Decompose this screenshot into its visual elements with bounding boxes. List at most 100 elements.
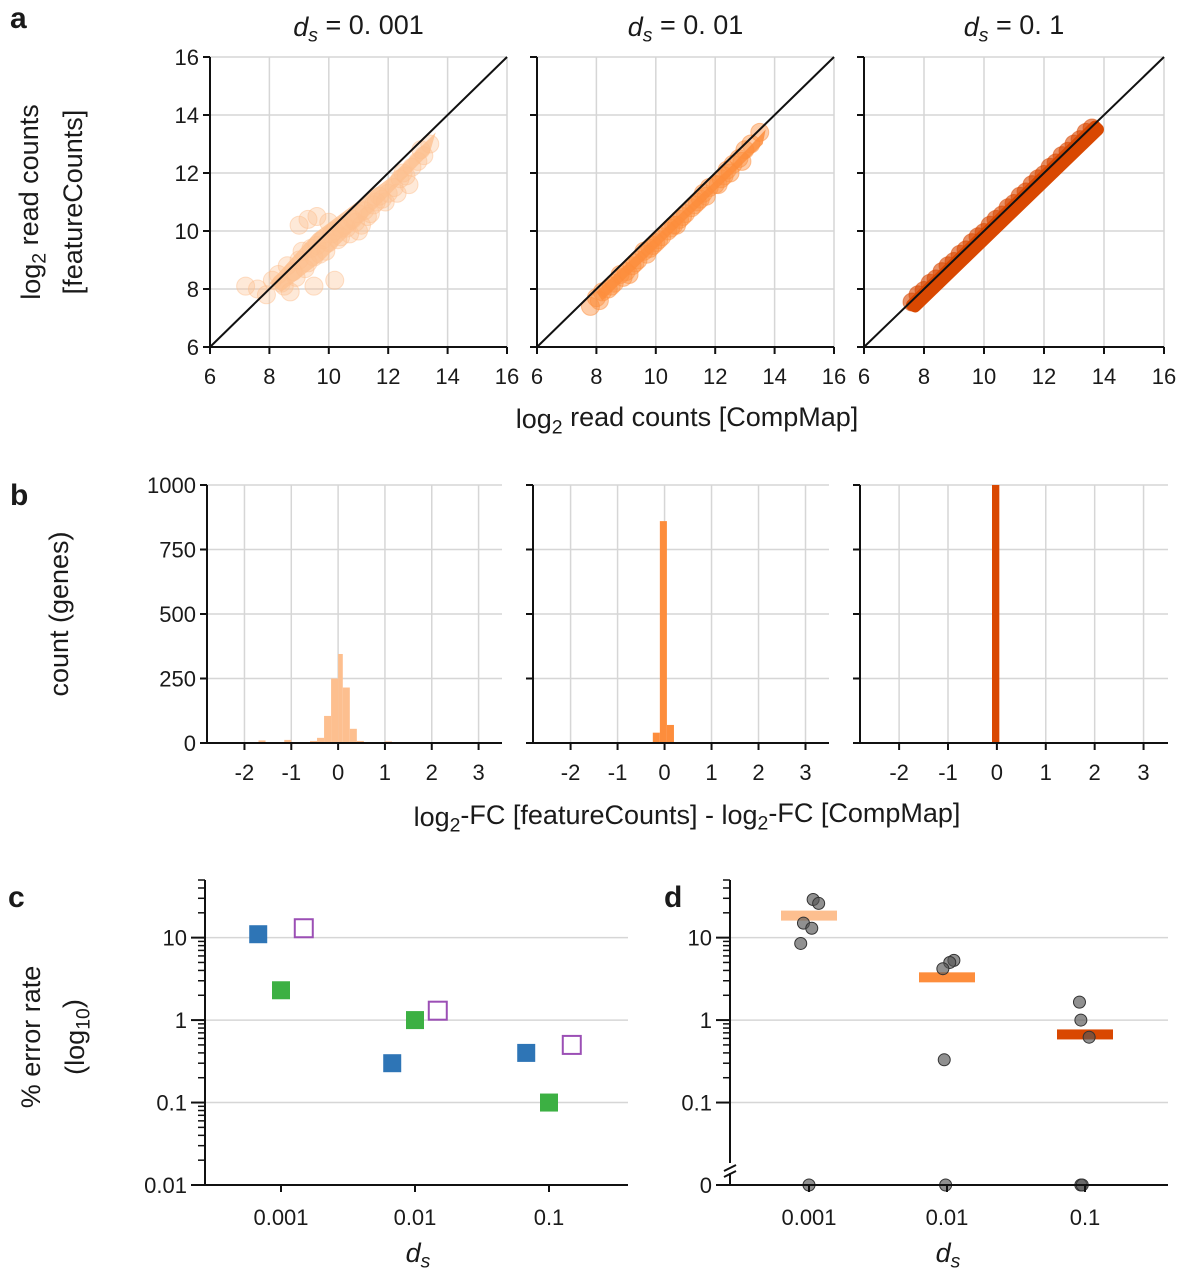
x-tick-label: 3 — [799, 760, 811, 785]
y-tick-label: 0.1 — [681, 1091, 712, 1116]
square-marker — [561, 1034, 582, 1055]
median-bar — [919, 972, 975, 983]
y-axis-label: (log10) — [58, 999, 95, 1075]
x-tick-label: 0.1 — [1070, 1205, 1101, 1230]
x-tick-label: 16 — [822, 364, 846, 389]
data-point — [937, 1053, 951, 1067]
x-tick-label: 0 — [991, 760, 1003, 785]
x-tick-label: 2 — [1089, 760, 1101, 785]
y-tick-label: 6 — [187, 335, 199, 360]
density-band — [596, 129, 766, 301]
x-tick-label: 0.001 — [253, 1205, 308, 1230]
y-tick-label: 12 — [175, 161, 199, 186]
axis-break-mark — [723, 1170, 737, 1178]
data-point — [794, 936, 808, 950]
x-tick-label: 14 — [435, 364, 459, 389]
x-tick-label: -1 — [608, 760, 628, 785]
scatter-point — [325, 270, 345, 290]
panel-label: c — [8, 881, 25, 914]
histogram-bar — [258, 740, 266, 743]
y-axis-label: log2 read counts — [14, 104, 51, 299]
scatter-point — [307, 207, 327, 226]
x-tick-label: 14 — [762, 364, 786, 389]
histogram-bar — [659, 521, 667, 743]
x-tick-label: 12 — [1032, 364, 1056, 389]
identity-line — [209, 56, 508, 348]
data-point — [1072, 995, 1086, 1009]
square-marker — [517, 1043, 536, 1062]
y-tick-label: 0.1 — [156, 1091, 187, 1116]
x-tick-label: 6 — [858, 364, 870, 389]
y-axis-label: count (genes) — [44, 531, 74, 696]
x-tick-label: 0.001 — [781, 1205, 836, 1230]
histogram-bar — [284, 739, 292, 743]
x-tick-label: -1 — [938, 760, 958, 785]
histogram-bar — [338, 653, 343, 743]
y-tick-label: 10 — [175, 219, 199, 244]
x-axis-label: log2-FC [featureCounts] - log2-FC [CompM… — [414, 798, 961, 837]
y-tick-label: 0 — [700, 1173, 712, 1198]
x-tick-label: -2 — [235, 760, 255, 785]
subplot-title: ds = 0. 01 — [628, 10, 744, 47]
x-tick-label: 0.01 — [394, 1205, 437, 1230]
x-tick-label: 16 — [495, 364, 519, 389]
scatter-point — [304, 276, 324, 296]
x-axis-label: ds — [406, 1238, 431, 1272]
y-tick-label: 1 — [700, 1008, 712, 1033]
x-tick-label: -1 — [282, 760, 302, 785]
y-tick-label: 750 — [159, 538, 196, 563]
x-tick-label: 0 — [658, 760, 670, 785]
panel-label: d — [664, 881, 682, 914]
x-axis-label: ds — [936, 1238, 961, 1272]
y-tick-label: 1 — [175, 1008, 187, 1033]
x-tick-label: 0.01 — [926, 1205, 969, 1230]
square-marker — [406, 1011, 424, 1030]
y-tick-label: 0.01 — [144, 1173, 187, 1198]
x-tick-label: 2 — [752, 760, 764, 785]
identity-line — [536, 56, 835, 348]
x-tick-label: 12 — [703, 364, 727, 389]
x-tick-label: 3 — [472, 760, 484, 785]
data-point — [805, 921, 819, 935]
y-tick-label: 16 — [175, 45, 199, 70]
density-band — [906, 120, 1104, 313]
x-tick-label: 12 — [376, 364, 400, 389]
x-tick-label: 16 — [1152, 364, 1176, 389]
y-axis-label: % error rate — [16, 966, 46, 1109]
y-tick-label: 8 — [187, 277, 199, 302]
histogram-bar — [331, 678, 339, 743]
x-tick-label: 1 — [1040, 760, 1052, 785]
y-tick-label: 500 — [159, 602, 196, 627]
x-tick-label: 14 — [1092, 364, 1116, 389]
x-tick-label: -2 — [889, 760, 909, 785]
y-tick-label: 10 — [163, 926, 187, 951]
histogram-bar — [356, 740, 364, 743]
square-marker — [272, 981, 290, 1000]
data-point — [812, 896, 826, 910]
axes-layer — [191, 56, 1168, 1192]
square-marker — [293, 918, 314, 939]
x-tick-label: 10 — [317, 364, 341, 389]
histogram-bar — [349, 728, 357, 743]
x-tick-label: 1 — [705, 760, 717, 785]
square-marker — [427, 1000, 448, 1021]
x-tick-label: 3 — [1137, 760, 1149, 785]
y-axis-label: [featureCounts] — [58, 110, 88, 295]
histogram-bar — [324, 715, 332, 743]
panel-label: b — [10, 479, 28, 512]
scatter-point — [399, 175, 419, 195]
scatter-point — [236, 276, 256, 296]
histogram-bar — [666, 724, 674, 743]
x-axis-label: log2 read counts [CompMap] — [516, 402, 859, 439]
median-bar — [781, 910, 837, 921]
x-tick-label: 6 — [531, 364, 543, 389]
x-tick-label: 8 — [263, 364, 275, 389]
x-tick-label: 0 — [332, 760, 344, 785]
data-point — [1074, 1013, 1088, 1027]
x-tick-label: 2 — [426, 760, 438, 785]
x-tick-label: 0.1 — [534, 1205, 565, 1230]
y-tick-label: 14 — [175, 103, 199, 128]
x-tick-label: -2 — [561, 760, 581, 785]
